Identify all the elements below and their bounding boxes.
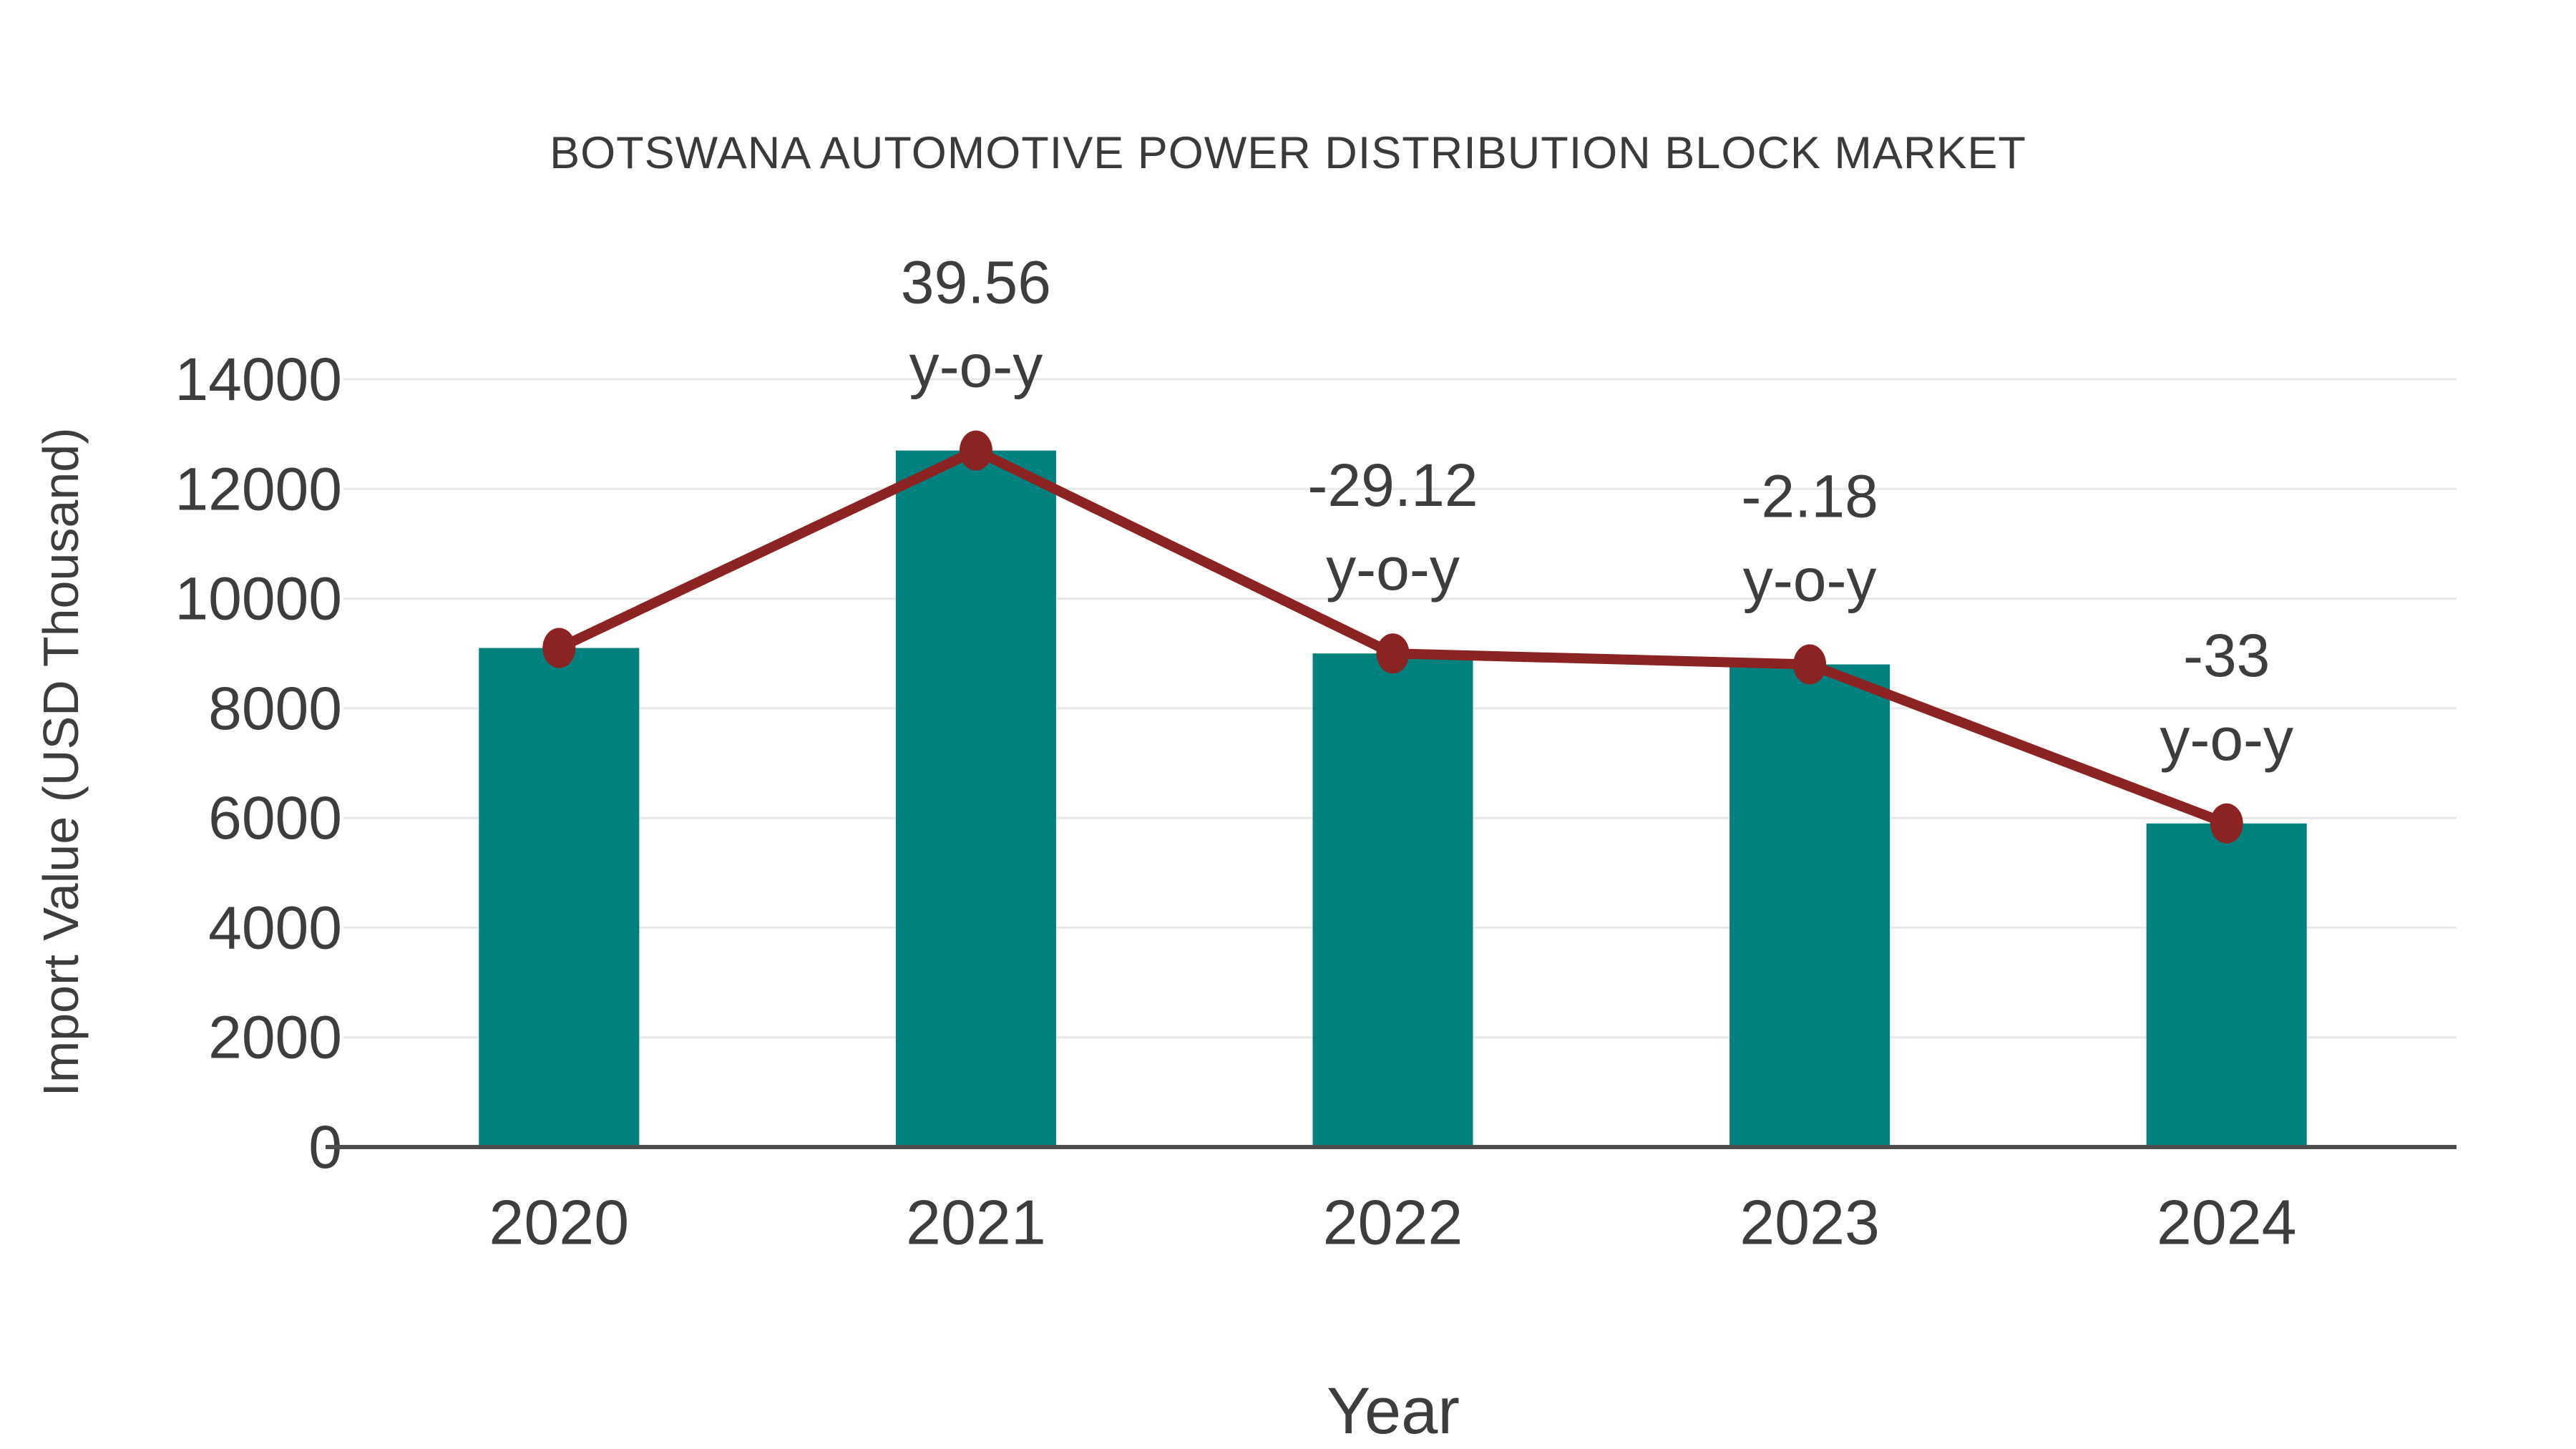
annotation-value: 39.56 — [901, 249, 1051, 316]
x-tick-label: 2023 — [1740, 1187, 1880, 1258]
x-tick-label: 2024 — [2157, 1187, 2297, 1258]
data-point-marker — [1793, 644, 1827, 685]
data-point-marker — [2210, 803, 2243, 844]
chart-title: BOTSWANA AUTOMOTIVE POWER DISTRIBUTION B… — [550, 128, 2026, 178]
bar — [895, 450, 1056, 1147]
y-tick-label: 12000 — [175, 455, 342, 522]
bar — [1312, 653, 1473, 1147]
y-tick-label: 10000 — [175, 565, 342, 633]
annotation-unit: y-o-y — [1326, 535, 1460, 602]
x-tick-label: 2022 — [1323, 1187, 1463, 1258]
y-tick-label: 4000 — [208, 894, 342, 961]
data-point-marker — [959, 430, 992, 471]
y-tick-label: 2000 — [208, 1004, 342, 1071]
annotation-value: -33 — [2183, 622, 2270, 689]
annotation-value: -2.18 — [1741, 463, 1878, 530]
x-tick-label: 2021 — [906, 1187, 1046, 1258]
bar — [1729, 664, 1890, 1147]
data-point-marker — [542, 628, 576, 668]
bar — [2146, 823, 2307, 1147]
y-tick-label: 14000 — [175, 346, 342, 413]
annotation-unit: y-o-y — [2160, 706, 2293, 773]
bar — [479, 648, 640, 1147]
y-tick-label: 6000 — [208, 784, 342, 852]
y-tick-label: 8000 — [208, 675, 342, 742]
annotation-value: -29.12 — [1307, 452, 1478, 519]
data-point-marker — [1376, 633, 1410, 674]
annotation-unit: y-o-y — [909, 333, 1043, 400]
x-tick-label: 2020 — [489, 1187, 629, 1258]
x-axis-title: Year — [1327, 1375, 1460, 1448]
y-axis-title: Import Value (USD Thousand) — [33, 427, 89, 1097]
annotation-unit: y-o-y — [1743, 547, 1877, 614]
